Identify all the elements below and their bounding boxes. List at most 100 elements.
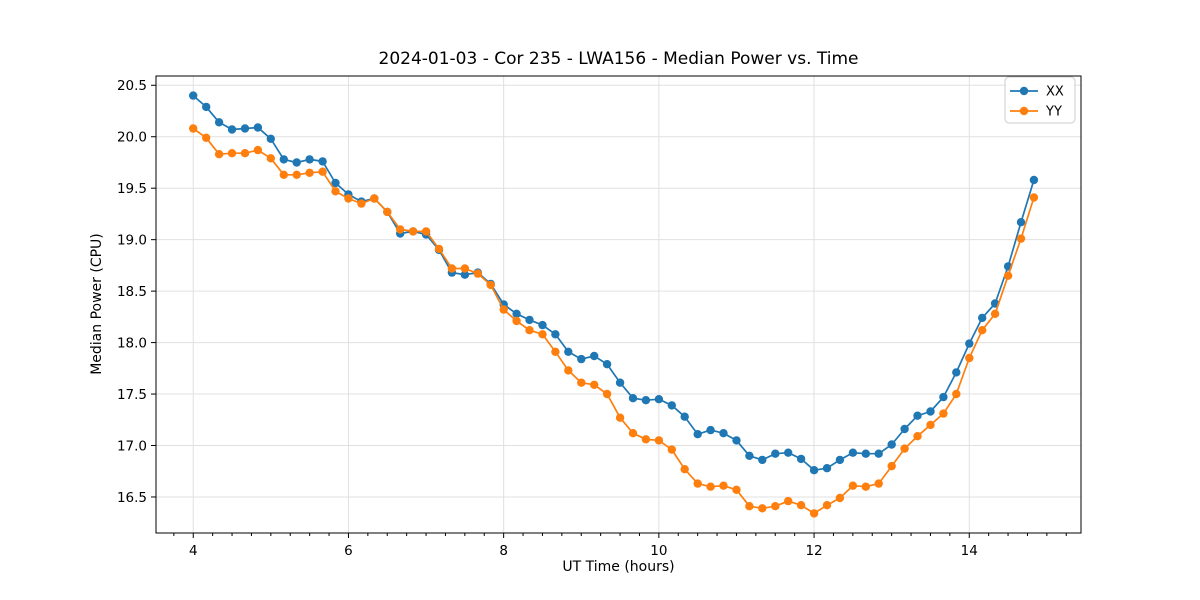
data-point-marker [822,464,832,473]
chart-title: 2024-01-03 - Cor 235 - LWA156 - Median P… [378,49,859,69]
data-point-marker [848,448,858,457]
data-point-marker [615,413,625,422]
data-point-marker [447,264,457,273]
data-point-marker [667,445,676,454]
data-point-marker [926,420,935,430]
data-point-marker [913,432,922,441]
data-point-marker [590,351,599,361]
data-point-marker [318,157,327,166]
data-point-marker [615,378,625,387]
y-tick-label: 20.5 [117,78,147,94]
data-point-marker [564,366,573,375]
data-point-marker [305,168,314,177]
legend-marker-sample [1019,106,1029,116]
data-point-marker [1029,175,1039,185]
series-YY [189,124,1039,518]
legend: XX YY [1004,76,1076,124]
data-point-marker [473,269,482,278]
data-point-marker [900,424,909,434]
data-point-marker [861,449,870,458]
y-tick-label: 16.5 [117,490,147,506]
y-axis-label: Median Power (CPU) [89,233,105,375]
data-point-marker [809,509,819,518]
axis-ticks [151,84,1067,538]
data-point-marker [784,496,793,506]
data-point-marker [227,125,237,134]
data-point-marker [641,396,651,405]
data-point-marker [796,454,806,464]
grid-lines [156,76,1081,533]
data-point-marker [214,118,224,127]
data-point-marker [641,435,651,444]
data-point-marker [771,449,780,458]
data-point-marker [512,316,521,326]
data-point-marker [887,461,896,471]
data-point-marker [745,502,754,511]
legend-item-YY: YY [1010,105,1062,120]
data-point-marker [628,394,638,403]
data-point-marker [499,305,508,314]
data-point-marker [874,479,883,488]
data-point-marker [357,199,366,208]
data-point-marker [732,436,741,445]
data-point-marker [952,389,961,399]
legend-marker-sample [1019,86,1029,96]
data-point-marker [344,194,353,203]
data-point-marker [564,347,573,356]
data-point-marker [822,501,832,510]
plot-area-border [155,75,1082,534]
data-point-marker [370,194,379,203]
x-tick-label: 4 [189,543,198,559]
data-point-marker [577,354,586,364]
tick-labels: 4 6 8 10 12 14 16.5 17.0 17.5 18.0 18.5 19.0 19.5 20.… [117,78,978,559]
data-point-marker [525,326,534,335]
data-point-marker [706,482,715,491]
data-point-marker [965,353,974,363]
data-point-marker [240,124,250,133]
data-point-marker [396,225,405,234]
y-tick-label: 17.5 [117,387,147,403]
legend-label: YY [1045,105,1062,120]
data-point-marker [253,145,263,155]
legend-box [1004,76,1076,124]
series-line-YY [192,127,1035,515]
data-point-marker [628,429,638,438]
data-point-marker [486,280,495,290]
y-tick-label: 19.0 [117,232,147,248]
data-point-marker [279,170,288,179]
data-point-marker [202,102,211,112]
data-point-marker [1029,193,1039,202]
data-point-marker [279,155,288,164]
data-point-marker [706,425,715,435]
y-tick-label: 17.0 [117,438,147,454]
data-point-marker [189,91,198,100]
x-tick-label: 8 [499,543,508,559]
legend-item-XX: XX [1010,85,1064,100]
data-point-marker [874,449,883,458]
data-point-marker [602,360,612,369]
data-point-marker [1016,218,1026,227]
data-point-marker [784,448,793,457]
data-point-marker [978,326,987,335]
data-point-marker [680,412,689,421]
data-point-marker [861,482,870,491]
data-point-marker [577,378,586,387]
data-point-marker [305,155,314,164]
data-point-marker [719,429,728,438]
data-point-marker [719,481,728,490]
data-point-marker [926,407,935,416]
data-point-marker [421,227,431,236]
data-point-marker [408,227,418,236]
data-point-marker [202,133,211,142]
data-point-marker [189,124,198,133]
data-point-marker [383,207,392,217]
data-point-marker [551,347,560,356]
data-point-marker [460,270,470,279]
data-point-marker [292,170,301,179]
x-axis-label: UT Time (hours) [562,559,675,575]
series-line-XX [192,94,1035,472]
data-point-marker [240,149,250,158]
data-point-marker [331,178,340,188]
data-point-marker [693,430,702,439]
